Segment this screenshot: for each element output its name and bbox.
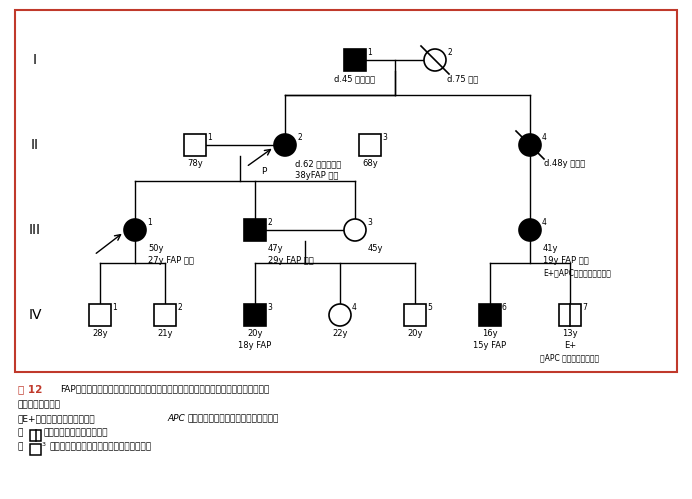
Text: III: III (29, 223, 41, 237)
Bar (184, 134, 206, 156)
Text: 78y: 78y (187, 159, 203, 168)
Text: 47y: 47y (268, 244, 284, 253)
Text: 20y: 20y (408, 329, 423, 338)
Text: 29y FAP 手術: 29y FAP 手術 (268, 256, 313, 265)
Text: 家系図の記号注釈: 家系図の記号注釈 (18, 400, 61, 409)
Bar (244, 219, 266, 241)
Bar (244, 304, 266, 326)
Text: d.75 不明: d.75 不明 (447, 74, 478, 83)
Text: 20y: 20y (247, 329, 263, 338)
Text: E+（APC遺伝子変異あり）: E+（APC遺伝子変異あり） (543, 268, 611, 277)
Text: 1: 1 (112, 303, 117, 312)
Text: 2: 2 (177, 303, 182, 312)
Circle shape (124, 219, 146, 241)
Text: 4: 4 (352, 303, 357, 312)
Text: 3: 3 (367, 218, 372, 227)
Text: 27y FAP 手術: 27y FAP 手術 (148, 256, 194, 265)
Text: 21y: 21y (157, 329, 173, 338)
Bar (30, 430, 41, 441)
Text: E+: E+ (564, 341, 576, 350)
Bar (404, 304, 426, 326)
Text: IV: IV (28, 308, 42, 322)
Text: ・: ・ (18, 442, 24, 451)
Text: APC: APC (167, 414, 185, 423)
Text: 1: 1 (147, 218, 152, 227)
Text: 4: 4 (542, 218, 547, 227)
Circle shape (424, 49, 446, 71)
Text: 2: 2 (267, 218, 272, 227)
Bar (154, 304, 176, 326)
Circle shape (519, 219, 541, 241)
Circle shape (274, 134, 296, 156)
Text: 16y: 16y (482, 329, 498, 338)
Circle shape (519, 134, 541, 156)
Text: 19y FAP 手術: 19y FAP 手術 (543, 256, 589, 265)
Text: I: I (33, 53, 37, 67)
Circle shape (344, 219, 366, 241)
Text: 2: 2 (297, 133, 302, 142)
Text: 1: 1 (207, 133, 212, 142)
Text: d.62 十二指腸癌: d.62 十二指腸癌 (295, 159, 341, 168)
Bar (344, 49, 366, 71)
Text: 50y: 50y (148, 244, 163, 253)
Text: d.45 大腸癌？: d.45 大腸癌？ (334, 74, 376, 83)
Text: d.48y 大腸癌: d.48y 大腸癌 (544, 159, 585, 168)
Text: 2: 2 (447, 48, 452, 57)
Text: P: P (261, 167, 266, 176)
Text: 45y: 45y (368, 244, 383, 253)
Text: FAPの家系図記載例（記載方法の要点は付録：家系図の書き方・読み方の原則参照）: FAPの家系図記載例（記載方法の要点は付録：家系図の書き方・読み方の原則参照） (60, 384, 269, 393)
Bar (479, 304, 501, 326)
Text: 28y: 28y (92, 329, 108, 338)
Text: 7: 7 (582, 303, 587, 312)
Text: 3: 3 (267, 303, 272, 312)
Text: 6: 6 (502, 303, 507, 312)
Text: 13y: 13y (562, 329, 578, 338)
Text: 68y: 68y (362, 159, 378, 168)
Text: ・: ・ (18, 428, 24, 437)
Text: 22y: 22y (332, 329, 348, 338)
Text: ：個人の右上に個人番号を振ることがある: ：個人の右上に個人番号を振ることがある (50, 442, 152, 451)
Text: の遺伝学的検査にて病的変異を検出）: の遺伝学的検査にて病的変異を検出） (188, 414, 280, 423)
Bar (559, 304, 581, 326)
Text: 15y FAP: 15y FAP (473, 341, 507, 350)
Bar (89, 304, 111, 326)
Text: 41y: 41y (543, 244, 558, 253)
Bar (30, 444, 41, 455)
Text: 1: 1 (367, 48, 372, 57)
Text: 図 12: 図 12 (18, 384, 42, 394)
Bar (359, 134, 381, 156)
Text: 5: 5 (427, 303, 432, 312)
Text: ：発症前変異遺伝子保持者: ：発症前変異遺伝子保持者 (44, 428, 109, 437)
Text: ・E+：検査で陽性（この場合: ・E+：検査で陽性（この場合 (18, 414, 95, 423)
Text: II: II (31, 138, 39, 152)
Text: 3: 3 (42, 442, 46, 447)
Circle shape (329, 304, 351, 326)
Text: 4: 4 (542, 133, 547, 142)
Bar (15, 10, 677, 372)
Text: 3: 3 (382, 133, 387, 142)
Text: 38yFAP 手術: 38yFAP 手術 (295, 171, 338, 180)
Text: （APC 遺伝子変異あり）: （APC 遺伝子変異あり） (540, 353, 599, 362)
Text: 18y FAP: 18y FAP (238, 341, 272, 350)
